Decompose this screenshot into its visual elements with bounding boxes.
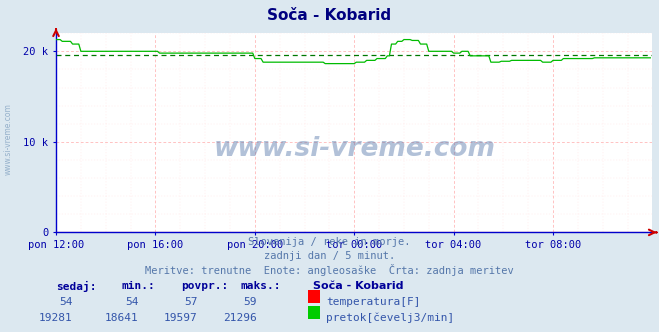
Text: 59: 59 xyxy=(244,297,257,307)
Text: 19597: 19597 xyxy=(164,313,198,323)
Text: 57: 57 xyxy=(185,297,198,307)
Text: min.:: min.: xyxy=(122,281,156,290)
Text: 18641: 18641 xyxy=(105,313,138,323)
Text: povpr.:: povpr.: xyxy=(181,281,229,290)
Text: Slovenija / reke in morje.: Slovenija / reke in morje. xyxy=(248,237,411,247)
Text: 21296: 21296 xyxy=(223,313,257,323)
Text: temperatura[F]: temperatura[F] xyxy=(326,297,420,307)
Text: pretok[čevelj3/min]: pretok[čevelj3/min] xyxy=(326,313,455,323)
Text: maks.:: maks.: xyxy=(241,281,281,290)
Text: 54: 54 xyxy=(125,297,138,307)
Text: 19281: 19281 xyxy=(39,313,72,323)
Text: www.si-vreme.com: www.si-vreme.com xyxy=(4,104,13,175)
Text: Soča - Kobarid: Soča - Kobarid xyxy=(313,281,403,290)
Text: Soča - Kobarid: Soča - Kobarid xyxy=(268,8,391,23)
Text: Meritve: trenutne  Enote: angleosaške  Črta: zadnja meritev: Meritve: trenutne Enote: angleosaške Črt… xyxy=(145,264,514,276)
Text: 54: 54 xyxy=(59,297,72,307)
Text: zadnji dan / 5 minut.: zadnji dan / 5 minut. xyxy=(264,251,395,261)
Text: www.si-vreme.com: www.si-vreme.com xyxy=(214,136,495,162)
Text: sedaj:: sedaj: xyxy=(56,281,96,291)
